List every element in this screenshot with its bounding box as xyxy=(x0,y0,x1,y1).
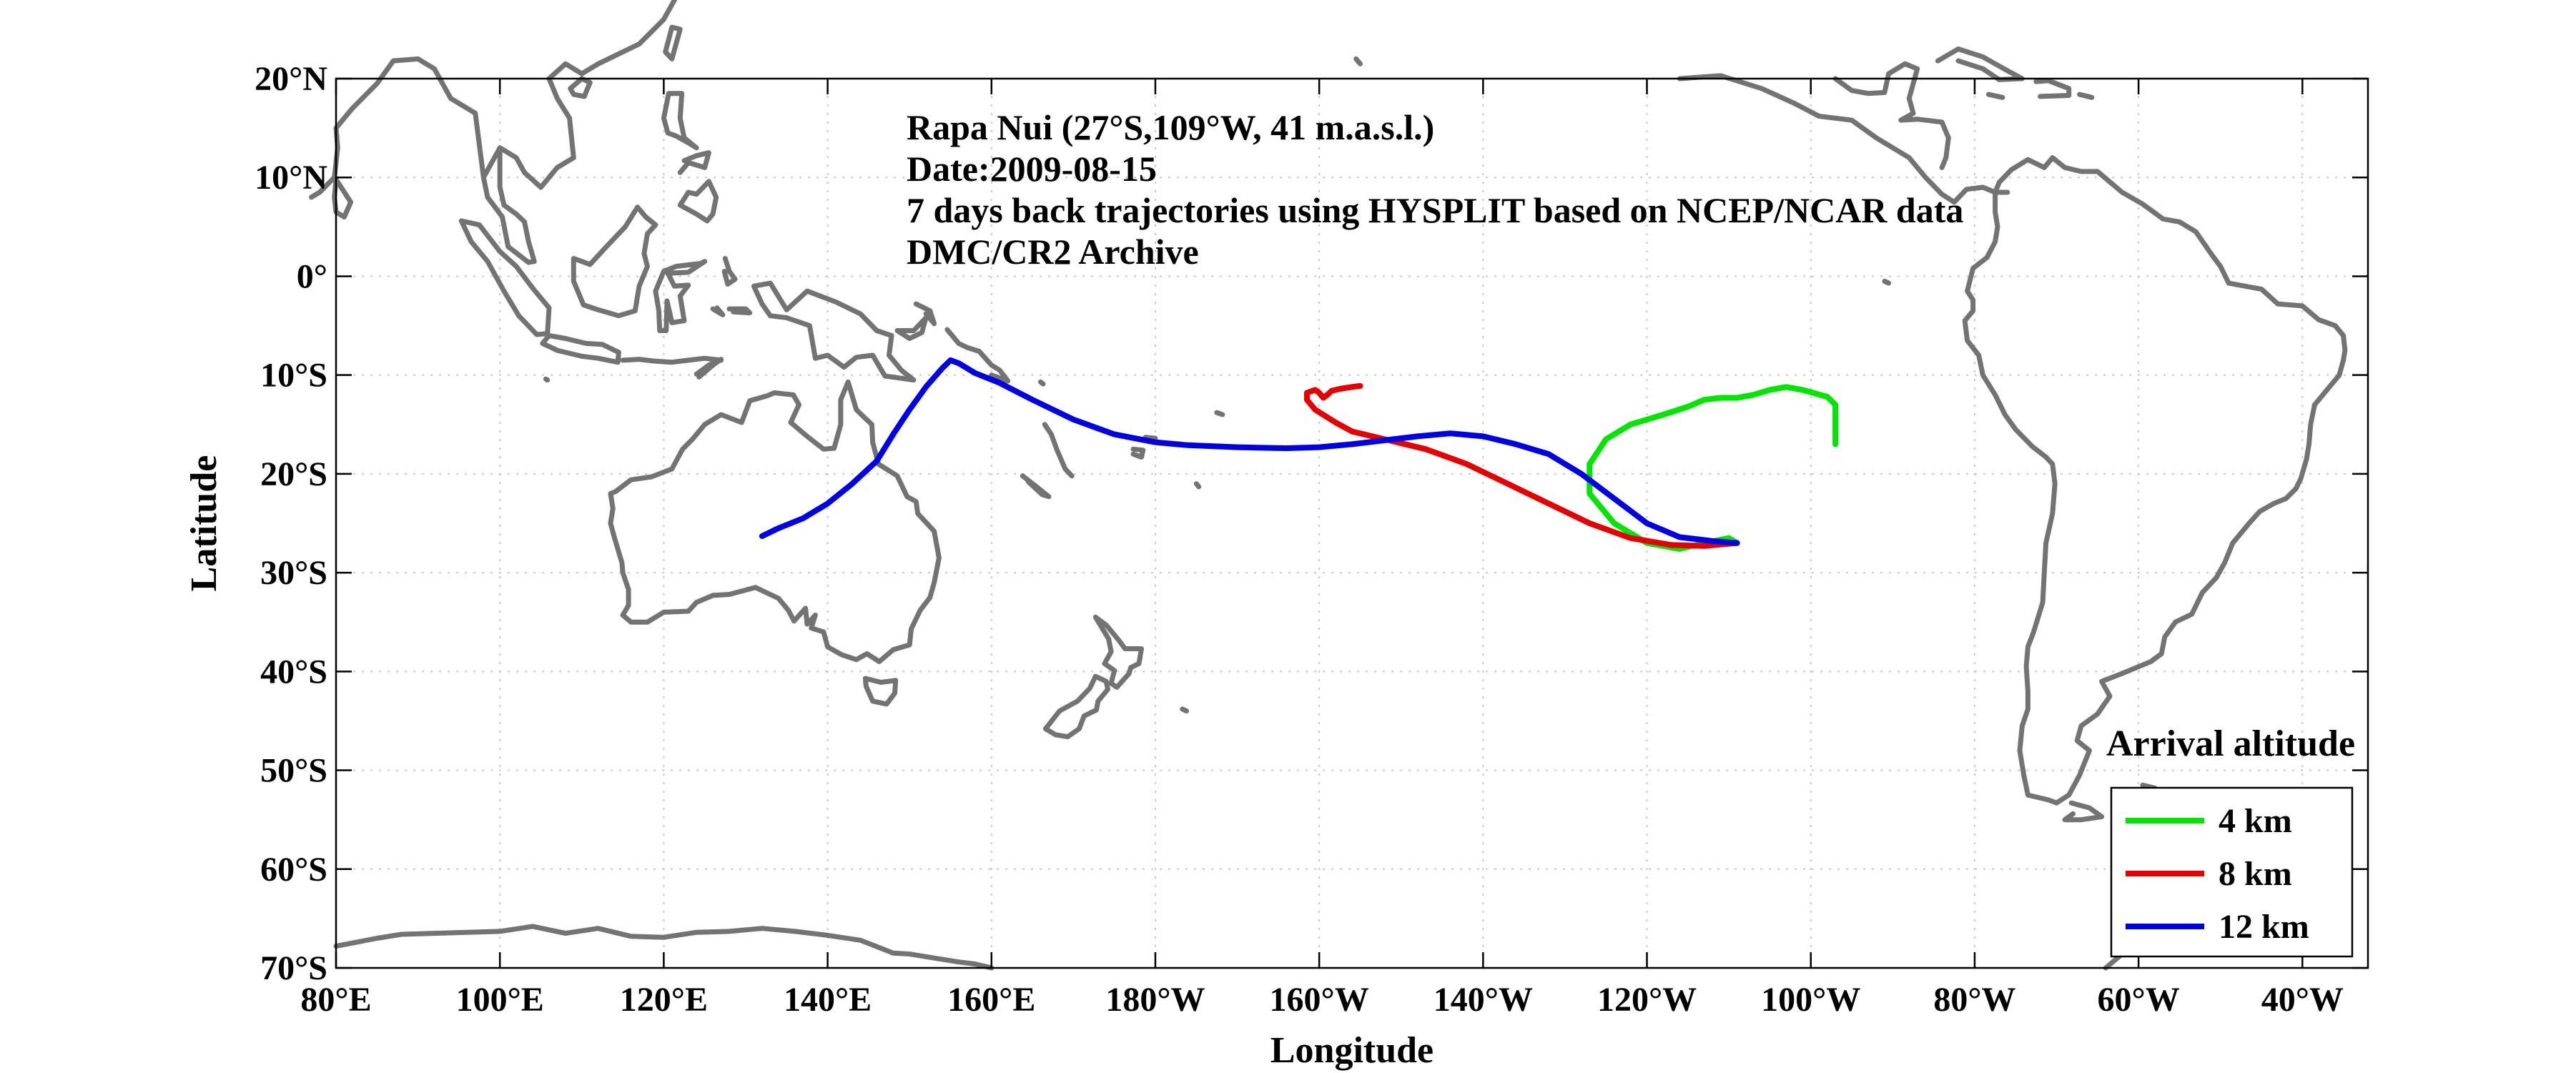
axis-ticks: 80°E 100°E 120°E 140°E 160°E 180°W 160°W 140°W 1… xyxy=(255,60,2368,1019)
y-axis-label: Latitude xyxy=(184,455,224,592)
x-tick-label: 120°E xyxy=(620,981,708,1019)
coastline-segment xyxy=(1020,473,1052,500)
coastline-segment xyxy=(1143,435,1158,441)
coastline-segment xyxy=(568,76,593,99)
y-tick-label: 20°N xyxy=(255,60,327,98)
coastline-segment xyxy=(677,150,711,175)
coastline-segment xyxy=(913,301,937,327)
coastline-segment xyxy=(571,204,658,319)
coastline-segment xyxy=(543,376,551,383)
y-tick-label: 60°S xyxy=(260,851,327,889)
coastline-segment xyxy=(332,177,354,219)
coastline-segment xyxy=(1832,61,1951,170)
coastline-segment xyxy=(1038,379,1046,387)
coastline-segment xyxy=(663,24,683,61)
y-tick-label: 10°N xyxy=(255,159,327,197)
coastline-segment xyxy=(620,355,724,365)
coastline-segment xyxy=(862,676,899,707)
coastline-segment xyxy=(1353,56,1363,66)
coastline-segment xyxy=(540,332,621,365)
x-tick-label: 80°W xyxy=(1933,981,2015,1019)
y-tick-label: 10°S xyxy=(260,357,327,395)
coastline-segment xyxy=(480,145,537,265)
x-tick-label: 80°E xyxy=(300,981,371,1019)
trajectory-12-km xyxy=(759,357,1740,546)
x-tick-label: 120°W xyxy=(1597,981,1697,1019)
annotation-station: Rapa Nui (27°S,109°W, 41 m.a.s.l.) xyxy=(907,107,1434,147)
coastline-segment xyxy=(1214,410,1225,417)
x-tick-label: 60°W xyxy=(2098,981,2180,1019)
coastline-segment xyxy=(721,256,738,287)
coastline-segment xyxy=(546,0,678,81)
trajectory-series xyxy=(759,357,1839,552)
coastline-segment xyxy=(661,91,699,151)
annotation-block: Rapa Nui (27°S,109°W, 41 m.a.s.l.) Date:… xyxy=(907,107,1963,272)
coastline-segment xyxy=(944,327,1011,384)
coastlines xyxy=(309,0,2348,971)
coastline-segment xyxy=(1935,46,2025,82)
coastline-segment xyxy=(1985,92,2005,100)
y-tick-label: 20°S xyxy=(260,455,327,493)
legend: 4 km 8 km 12 km xyxy=(2110,786,2354,958)
coastline-segment xyxy=(1193,481,1202,490)
trajectory-8-km xyxy=(1304,382,1740,549)
coastline-segment xyxy=(1677,73,2010,205)
x-tick-label: 180°W xyxy=(1105,981,1205,1019)
annotation-date: Date:2009-08-15 xyxy=(907,149,1157,189)
x-tick-label: 160°E xyxy=(947,981,1035,1019)
legend-label: 8 km xyxy=(2219,855,2292,893)
x-tick-label: 100°E xyxy=(456,981,544,1019)
annotation-method: 7 days back trajectories using HYSPLIT b… xyxy=(907,190,1963,230)
coastline-segment xyxy=(677,179,719,224)
coastline-segment xyxy=(608,379,942,664)
y-tick-label: 30°S xyxy=(260,554,327,592)
x-tick-label: 140°E xyxy=(784,981,872,1019)
plot-frame xyxy=(335,77,2369,969)
coastline-segment xyxy=(1962,155,2348,806)
coastline-segment xyxy=(1092,614,1144,690)
coastline-segment xyxy=(1882,278,1892,286)
coastline-segment xyxy=(726,306,753,316)
coastline-segment xyxy=(1042,673,1110,740)
y-tick-label: 0° xyxy=(297,257,327,295)
coastline-segment xyxy=(2062,800,2105,823)
x-tick-label: 100°W xyxy=(1761,981,1860,1019)
coastline-segment xyxy=(1180,706,1189,714)
legend-title: Arrival altitude xyxy=(2106,723,2355,764)
y-tick-label: 50°S xyxy=(260,752,327,790)
coastline-segment xyxy=(751,280,917,383)
coastline-segment xyxy=(333,56,576,190)
y-tick-label: 40°S xyxy=(260,653,327,691)
annotation-archive: DMC/CR2 Archive xyxy=(907,232,1199,272)
legend-label: 12 km xyxy=(2219,908,2309,946)
coastline-segment xyxy=(694,357,724,380)
x-tick-label: 160°W xyxy=(1270,981,1369,1019)
coastline-segment xyxy=(1042,422,1075,479)
coastline-segment xyxy=(894,315,929,341)
coastline-segment xyxy=(2033,78,2072,99)
x-axis-label: Longitude xyxy=(1270,1030,1433,1071)
coastline-segment xyxy=(710,305,726,317)
x-tick-label: 40°W xyxy=(2261,981,2344,1019)
y-tick-label: 70°S xyxy=(260,949,327,987)
coastline-segment xyxy=(1130,446,1146,460)
x-tick-label: 140°W xyxy=(1433,981,1533,1019)
coastline-segment xyxy=(309,125,340,200)
legend-label: 4 km xyxy=(2219,802,2292,840)
coastline-segment xyxy=(653,259,708,333)
coastline-segment xyxy=(333,924,995,971)
coastline-segment xyxy=(458,218,552,337)
coastline-segment xyxy=(2077,92,2095,100)
